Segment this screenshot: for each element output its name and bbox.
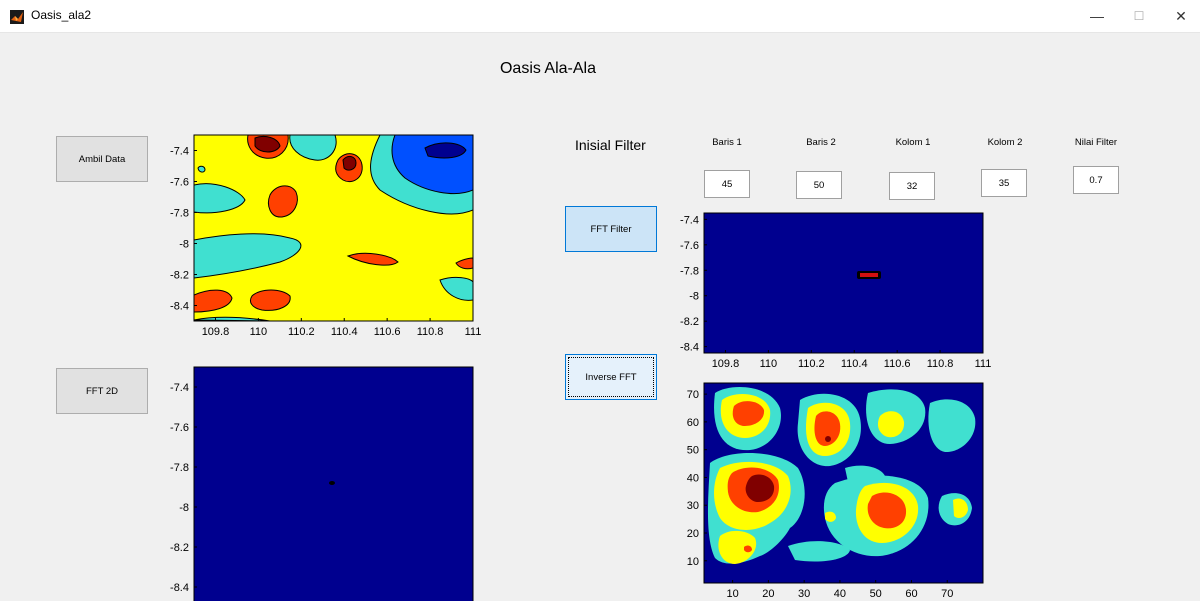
x-tick-label: 110 [250,326,268,338]
x-tick-label: 110.4 [841,358,868,370]
fft-2d-button[interactable]: FFT 2D [56,368,148,414]
x-tick-label: 50 [870,588,882,600]
y-tick-label: -7.8 [170,462,189,474]
kolom1-input[interactable] [889,172,935,200]
kolom1-label: Kolom 1 [895,137,931,148]
raw-data-axes[interactable]: 109.8 110 110.2 110.4 110.6 110.8 111 -7.4 -7.6 -… [160,130,490,345]
y-tick-label: -8.2 [170,542,189,554]
y-tick-label: -8 [689,291,699,303]
filter-window-fill [860,273,878,277]
baris1-label: Baris 1 [712,137,742,148]
y-tick-label: 60 [687,417,699,429]
y-tick-label: -7.8 [170,208,189,220]
y-tick-label: -7.6 [170,177,189,189]
x-tick-label: 111 [465,326,482,338]
x-tick-label: 30 [798,588,810,600]
nilai-filter-label: Nilai Filter [1074,137,1118,148]
y-tick-label: -8.2 [170,270,189,282]
x-tick-label: 20 [762,588,774,600]
kolom2-input[interactable] [981,169,1027,197]
y-tick-label: 70 [687,389,699,401]
close-button[interactable]: ✕ [1175,8,1187,24]
x-tick-label: 110.2 [288,326,315,338]
y-tick-label: 40 [687,472,699,484]
ambil-data-button[interactable]: Ambil Data [56,136,148,182]
x-tick-label: 109.8 [202,326,230,338]
y-tick-label: -7.6 [680,240,699,252]
baris2-label: Baris 2 [806,137,836,148]
matlab-app-icon [10,10,24,24]
y-tick-label: -7.6 [170,422,189,434]
y-tick-label: -7.4 [170,382,189,394]
x-tick-label: 109.8 [712,358,740,370]
y-tick-label: -7.4 [170,146,189,158]
y-tick-label: 10 [687,556,699,568]
y-tick-label: -8.4 [680,342,699,354]
inverse-fft-axes[interactable]: 10 20 30 40 50 60 70 10 20 30 40 50 60 70 [670,378,1000,601]
y-tick-label: -8.4 [170,301,189,313]
x-tick-label: 110.4 [331,326,358,338]
nilai-filter-input[interactable] [1073,166,1119,194]
x-tick-label: 70 [941,588,953,600]
x-tick-label: 60 [905,588,917,600]
y-tick-label: -8.4 [170,582,189,594]
y-tick-label: 20 [687,528,699,540]
minimize-button[interactable]: — [1090,8,1104,24]
fft-2d-axes[interactable]: -7.4 -7.6 -7.8 -8 -8.2 -8.4 [160,362,490,601]
x-tick-label: 110.8 [417,326,444,338]
figure-title: Oasis Ala-Ala [499,60,597,77]
x-tick-label: 110.6 [884,358,911,370]
y-tick-label: -7.8 [680,265,699,277]
fft-2d-peak [329,481,335,485]
y-tick-label: -7.4 [680,214,699,226]
x-tick-label: 111 [975,358,992,370]
baris2-input[interactable] [796,171,842,199]
x-tick-label: 110.6 [374,326,401,338]
inverse-fft-button[interactable]: Inverse FFT [565,354,657,400]
y-tick-label: -8.2 [680,316,699,328]
x-tick-label: 110 [760,358,778,370]
y-tick-label: 50 [687,445,699,457]
fft-filter-axes[interactable]: 109.8 110 110.2 110.4 110.6 110.8 111 -7.4 -7.6 -… [670,208,1000,380]
kolom2-label: Kolom 2 [987,137,1023,148]
maximize-button[interactable]: ☐ [1133,9,1145,23]
x-tick-label: 110.2 [798,358,825,370]
inisial-filter-label: Inisial Filter [575,137,646,153]
window-title: Oasis_ala2 [31,8,92,22]
x-tick-label: 110.8 [927,358,954,370]
fft-filter-button[interactable]: FFT Filter [565,206,657,252]
y-tick-label: 30 [687,500,699,512]
x-tick-label: 10 [726,588,738,600]
y-tick-label: -8 [179,502,189,514]
y-tick-label: -8 [179,239,189,251]
x-tick-label: 40 [834,588,846,600]
window-titlebar: Oasis_ala2 — ☐ ✕ [0,0,1200,33]
baris1-input[interactable] [704,170,750,198]
